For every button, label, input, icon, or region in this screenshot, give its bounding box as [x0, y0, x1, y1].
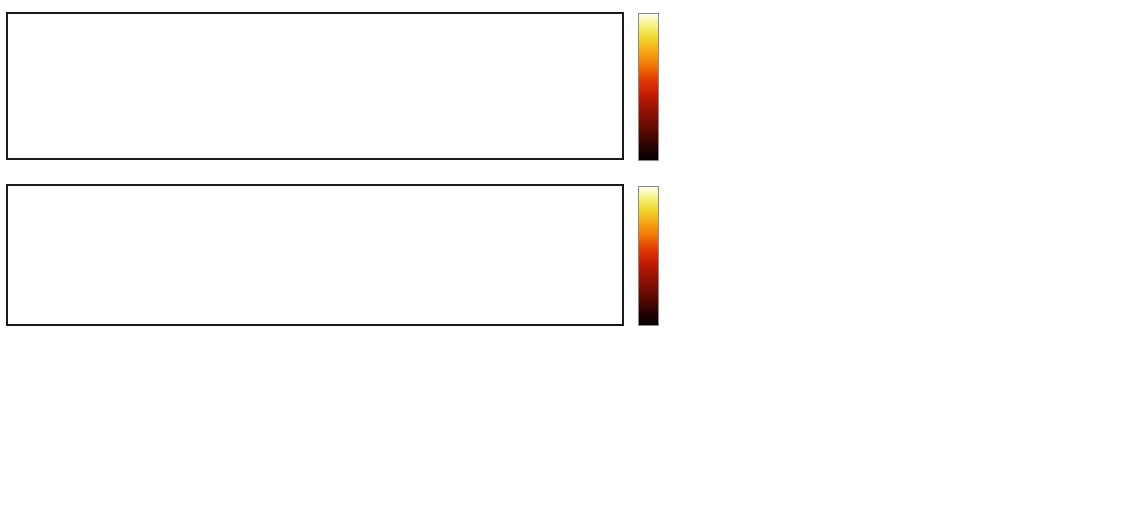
stress-strain-chart [700, 0, 1148, 395]
stress-strain-chart-svg [700, 0, 1148, 395]
micrograph-xaxis-0.1s [6, 160, 624, 184]
colorbar-1.0s [638, 186, 659, 326]
micrograph-panel-0.1s [6, 12, 624, 160]
colorbar-0.1s [638, 13, 659, 161]
micrograph-xaxis-1.0s [6, 326, 624, 350]
micrograph-canvas-0.1s [8, 14, 622, 158]
micrograph-canvas-1.0s [8, 186, 622, 324]
colorbar-labels-0.1s [638, 13, 659, 161]
colorbar-labels-1.0s [638, 186, 659, 326]
micrograph-panel-1.0s [6, 184, 624, 326]
